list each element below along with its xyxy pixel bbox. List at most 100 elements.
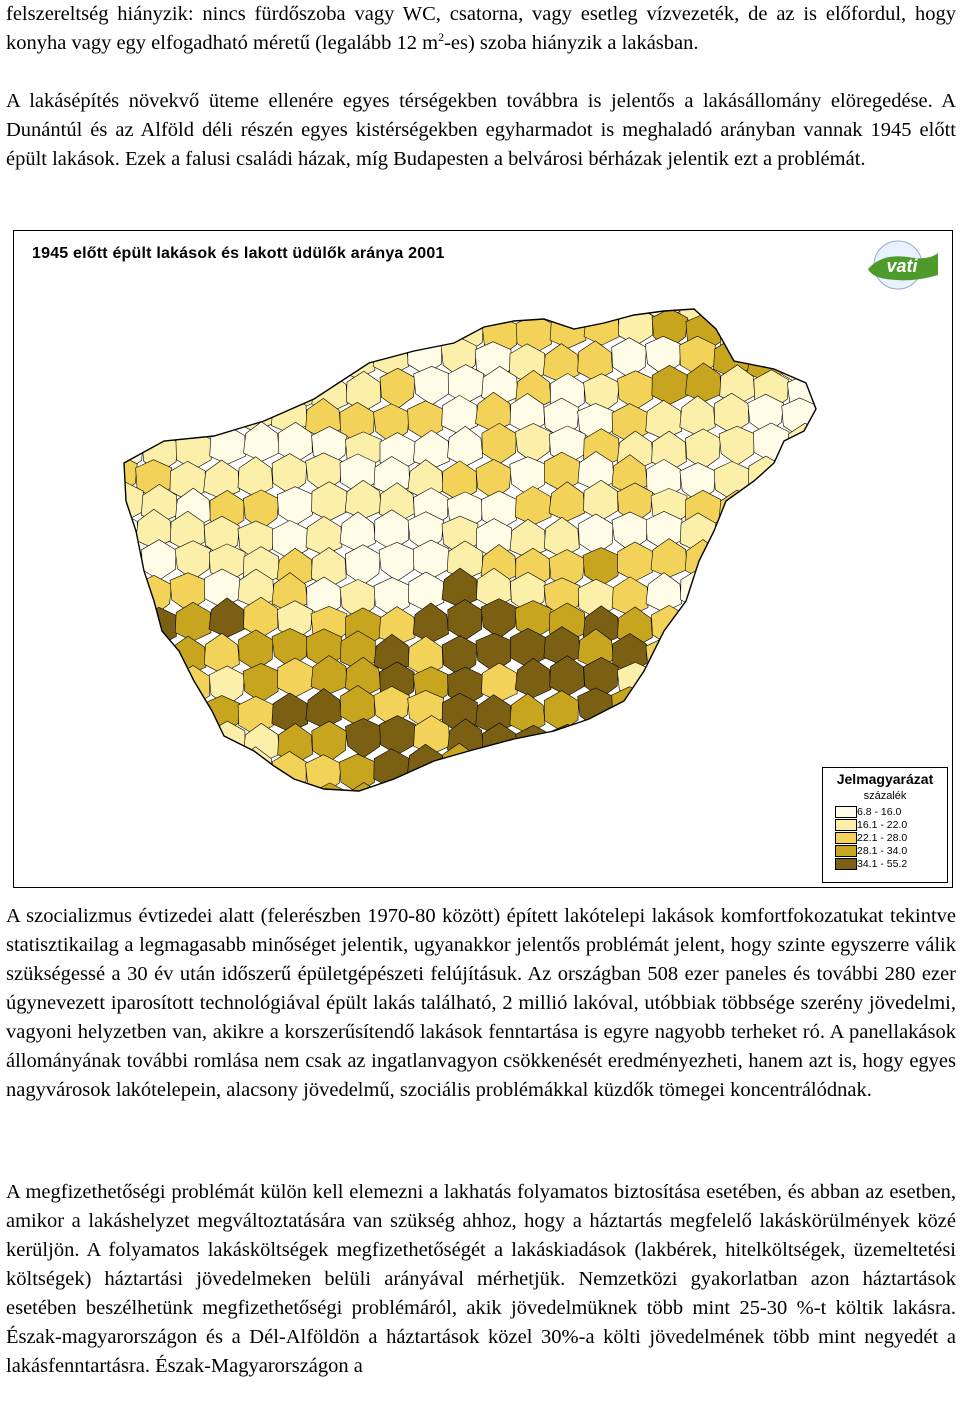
map-subregion (549, 780, 587, 791)
map-subregion (270, 309, 306, 322)
map-subregion (584, 781, 620, 791)
map-subregion (406, 309, 443, 322)
map-subregion (235, 309, 273, 324)
map-subregion (305, 688, 342, 729)
map-title: 1945 előtt épült lakások és lakott üdülő… (32, 245, 445, 262)
map-subregion (142, 309, 179, 347)
map-subregion (712, 746, 750, 787)
map-subregion (236, 341, 273, 383)
map-subregion (135, 575, 172, 616)
map-subregion (610, 309, 648, 316)
map-subregion (787, 723, 816, 763)
map-subregion (718, 425, 756, 466)
paragraph-3: A szocializmus évtizedei alatt (felerész… (6, 905, 956, 1101)
map-subregion (542, 309, 580, 320)
map-subregion (311, 481, 348, 522)
map-subregion (124, 309, 146, 347)
map-subregion (787, 310, 816, 352)
map-subregion (277, 371, 315, 412)
hungary-choropleth-map (123, 308, 851, 792)
map-subregion (202, 395, 240, 436)
map-subregion (610, 748, 648, 790)
map-subregion (576, 752, 614, 791)
map-subregion (516, 777, 553, 791)
map-subregion (719, 598, 756, 639)
map-subregion (338, 339, 376, 379)
map-subregion (379, 367, 416, 409)
map-subregion (175, 773, 212, 791)
map-subregion (271, 453, 308, 495)
map-subregion (168, 333, 205, 374)
legend-item: 22.1 - 28.0 (835, 831, 947, 844)
map-subregion (447, 773, 484, 791)
map-subregion (713, 568, 750, 610)
map-subregion (124, 751, 138, 791)
map-subregion (679, 637, 717, 677)
map-subregion (124, 633, 139, 674)
map-subregion (685, 428, 721, 470)
map-subregion (135, 685, 172, 727)
map-subregion (124, 577, 138, 619)
map-subregion (480, 598, 518, 639)
map-subregion (509, 693, 546, 735)
map-subregion (781, 625, 816, 667)
map-subregion (169, 689, 206, 732)
map-subregion (514, 485, 552, 526)
map-subregion (238, 629, 274, 671)
map-subregion (372, 335, 409, 376)
map-subregion (311, 720, 347, 763)
map-subregion (542, 343, 580, 383)
map-subregion (816, 451, 851, 492)
map-subregion (124, 541, 143, 583)
map-subregion (617, 370, 654, 410)
map-subregion (713, 693, 749, 736)
map-subregion (373, 748, 410, 789)
map-subregion (787, 483, 816, 525)
map-subregion (141, 365, 178, 407)
legend-item: 28.1 - 34.0 (835, 844, 947, 857)
map-subregion (270, 345, 308, 386)
legend-label: 16.1 - 22.0 (857, 818, 908, 831)
map-subregion (747, 572, 785, 612)
map-subregion (202, 336, 239, 378)
map-subregion (407, 400, 444, 441)
map-subregion (780, 693, 816, 734)
map-subregion (203, 459, 240, 500)
map-subregion (712, 309, 750, 328)
map-subregion (815, 343, 816, 384)
map-subregion (345, 718, 382, 759)
map-subregion (135, 401, 171, 443)
map-subregion (124, 339, 137, 380)
legend-label: 22.1 - 28.0 (857, 831, 908, 844)
map-subregion (175, 718, 212, 758)
map-subregion (168, 398, 206, 440)
map-subregion (578, 513, 614, 555)
map-subregion (413, 429, 450, 470)
map-subregion (271, 692, 309, 733)
map-subregion (747, 455, 785, 496)
map-subregion (305, 343, 342, 384)
map-subregion (815, 628, 816, 670)
map-subregion (618, 309, 654, 346)
map-subregion (277, 657, 314, 698)
map-subregion (719, 723, 756, 764)
map-subregion (752, 548, 790, 589)
map-subregion (746, 309, 784, 325)
map-subregion (753, 659, 789, 701)
map-subregion (277, 780, 315, 791)
map-subregion (651, 778, 689, 791)
map-subregion (372, 309, 409, 319)
paragraph-1-text-end: -es) szoba hiányzik a lakásban. (444, 32, 699, 54)
map-subregion (747, 749, 784, 790)
map-subregion (378, 541, 416, 582)
legend-swatch (835, 844, 857, 857)
country-outline (123, 308, 817, 792)
map-subregion (720, 772, 757, 791)
map-subregion (203, 743, 240, 784)
map-subregion (169, 744, 206, 785)
map-subregion (680, 568, 716, 611)
map-subregion (686, 774, 723, 791)
map-subregion (481, 775, 519, 791)
map-subregion (167, 309, 205, 325)
map-legend: Jelmagyarázat százalék 6.8 - 16.0 16.1 -… (822, 767, 948, 883)
